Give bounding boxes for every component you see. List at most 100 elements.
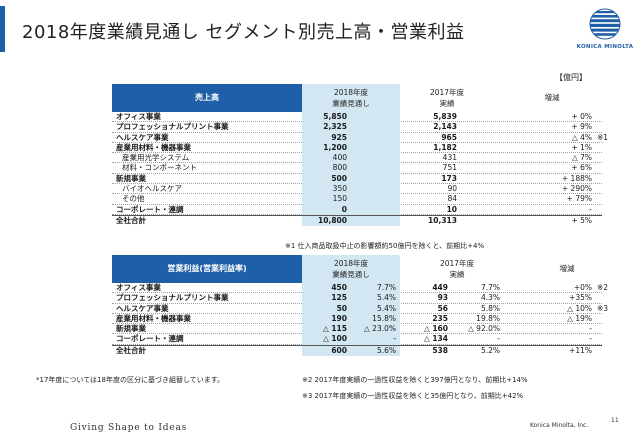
footnote-marker: ※3 <box>597 303 609 313</box>
title-accent-bar <box>0 6 5 52</box>
margin-2018: 5.4% <box>376 303 396 313</box>
footnote-marker: ※1 <box>597 132 609 142</box>
row-label: 新規事業 <box>116 173 146 183</box>
footnote-2: ※2 2017年度実績の一過性収益を除くと397億円となり、前期比+14% <box>302 376 528 384</box>
value-2018: 350 <box>332 184 347 194</box>
page-number: 11 <box>611 417 619 424</box>
op-rows: オフィス事業 450 7.7% 449 7.7% +0% ※2 プロフェッショナルプリント事業… <box>112 283 608 345</box>
highlight-cell <box>302 122 400 133</box>
highlight-cell <box>302 173 400 185</box>
value-2017: 2,143 <box>433 122 457 132</box>
value-2017: 965 <box>441 132 457 142</box>
value-2018: 2,325 <box>323 122 347 132</box>
sales-row: 産業用光学システム 400 431 △ 7% <box>112 153 602 164</box>
page-title: 2018年度業績見通し セグメント別売上高・営業利益 <box>22 22 465 43</box>
value-2018: △ 100 <box>322 334 347 344</box>
value-2018: △ 115 <box>322 324 347 334</box>
value-2018: 500 <box>331 173 347 183</box>
highlight-cell <box>302 184 400 195</box>
sales-row: 新規事業 500 173 + 188% <box>112 173 602 185</box>
value-2017: 449 <box>432 283 448 292</box>
value-2017: △ 134 <box>423 334 448 344</box>
op-table-header: 営業利益(営業利益率) 2018年度 業績見通し 2017年度 実績 増減 <box>112 255 602 283</box>
margin-2018: 5.4% <box>376 293 396 303</box>
margin-2018: 15.8% <box>372 313 396 323</box>
sales-col-2017-line1: 2017年度 <box>429 88 465 97</box>
margin-2017: 4.3% <box>480 293 500 303</box>
margin-2017: 5.8% <box>480 303 500 313</box>
op-header-label: 営業利益(営業利益率) <box>112 255 302 283</box>
sales-row: オフィス事業 5,850 5,839 + 0% <box>112 112 602 123</box>
value-diff: △ 4% <box>571 132 592 142</box>
row-label: 新規事業 <box>116 324 146 334</box>
value-2018: 190 <box>331 313 347 323</box>
footer-slogan: Giving Shape to Ideas <box>70 423 188 433</box>
sales-row: コーポレート・連調 0 10 - <box>112 204 602 215</box>
row-label: 産業用光学システム <box>122 153 190 163</box>
sales-col-2018-line2: 業績見通し <box>332 99 370 108</box>
sales-row: 材料・コンポーネント 800 751 + 6% <box>112 163 602 174</box>
row-label: ヘルスケア事業 <box>116 303 169 313</box>
margin-2017: 7.7% <box>480 283 500 292</box>
value-2018: 925 <box>331 132 347 142</box>
sales-row: 産業用材料・機器事業 1,200 1,182 + 1% <box>112 142 602 154</box>
highlight-cell <box>302 142 400 154</box>
value-2017: 538 <box>432 345 448 355</box>
highlight-cell <box>302 303 400 314</box>
op-total-row: 全社合計 600 5.6% 538 5.2% +11% <box>112 344 602 357</box>
value-2017: 235 <box>432 313 448 323</box>
row-label: 産業用材料・機器事業 <box>116 313 191 323</box>
op-row: オフィス事業 450 7.7% 449 7.7% +0% ※2 <box>112 283 608 294</box>
value-diff: +0% <box>573 283 592 292</box>
row-label: オフィス事業 <box>116 283 161 292</box>
value-diff: + 290% <box>561 184 592 194</box>
value-2018: 5,850 <box>323 112 347 121</box>
highlight-cell <box>302 324 400 335</box>
highlight-cell <box>302 313 400 325</box>
highlight-cell <box>302 345 400 357</box>
row-label: その他 <box>122 194 145 204</box>
operating-profit-table: 営業利益(営業利益率) 2018年度 業績見通し 2017年度 実績 増減 オフ… <box>112 255 608 357</box>
value-diff: + 1% <box>571 142 592 152</box>
margin-2018: 7.7% <box>376 283 396 292</box>
value-diff: + 6% <box>571 163 592 173</box>
value-2017: 431 <box>442 153 457 163</box>
value-2017: 84 <box>447 194 457 204</box>
value-2017: 10,313 <box>428 215 457 225</box>
value-diff: + 9% <box>571 122 592 132</box>
margin-2018: △ 23.0% <box>364 324 396 334</box>
value-2018: 400 <box>332 153 347 163</box>
value-2018: 125 <box>331 293 347 303</box>
sales-row: バイオヘルスケア 350 90 + 290% <box>112 184 602 195</box>
title-bar: 2018年度業績見通し セグメント別売上高・営業利益 <box>0 4 560 56</box>
margin-2017: △ 92.0% <box>468 324 500 334</box>
row-label: 材料・コンポーネント <box>122 163 197 173</box>
margin-2017: 19.8% <box>476 313 500 323</box>
value-diff: - <box>589 334 592 344</box>
sales-row: その他 150 84 + 79% <box>112 194 602 205</box>
highlight-cell <box>302 204 400 215</box>
row-label: コーポレート・連調 <box>116 334 184 344</box>
margin-2017: 5.2% <box>480 345 500 355</box>
row-label: オフィス事業 <box>116 112 161 121</box>
sales-row: ヘルスケア事業 925 965 △ 4% ※1 <box>112 132 608 143</box>
value-2017: 56 <box>437 303 448 313</box>
value-2018: 150 <box>332 194 347 204</box>
row-label: 産業用材料・機器事業 <box>116 142 191 152</box>
value-2018: 800 <box>332 163 347 173</box>
row-label: ヘルスケア事業 <box>116 132 169 142</box>
value-2018: 50 <box>336 303 347 313</box>
value-2018: 1,200 <box>323 142 347 152</box>
op-row: 産業用材料・機器事業 190 15.8% 235 19.8% △ 19% <box>112 313 602 325</box>
value-2017: 1,182 <box>433 142 457 152</box>
value-diff: △ 10% <box>567 303 592 313</box>
sales-col-diff: 増減 <box>544 93 560 102</box>
value-2017: 90 <box>447 184 457 194</box>
sales-rows: オフィス事業 5,850 5,839 + 0% プロフェッショナルプリント事業 2,325… <box>112 112 608 215</box>
value-diff: + 79% <box>566 194 592 204</box>
sales-header-label: 売上高 <box>112 84 302 112</box>
op-col-2018-line1: 2018年度 <box>333 259 369 268</box>
footnote-marker: ※2 <box>597 283 609 292</box>
highlight-cell <box>302 293 400 304</box>
value-diff: + 0% <box>571 112 592 121</box>
